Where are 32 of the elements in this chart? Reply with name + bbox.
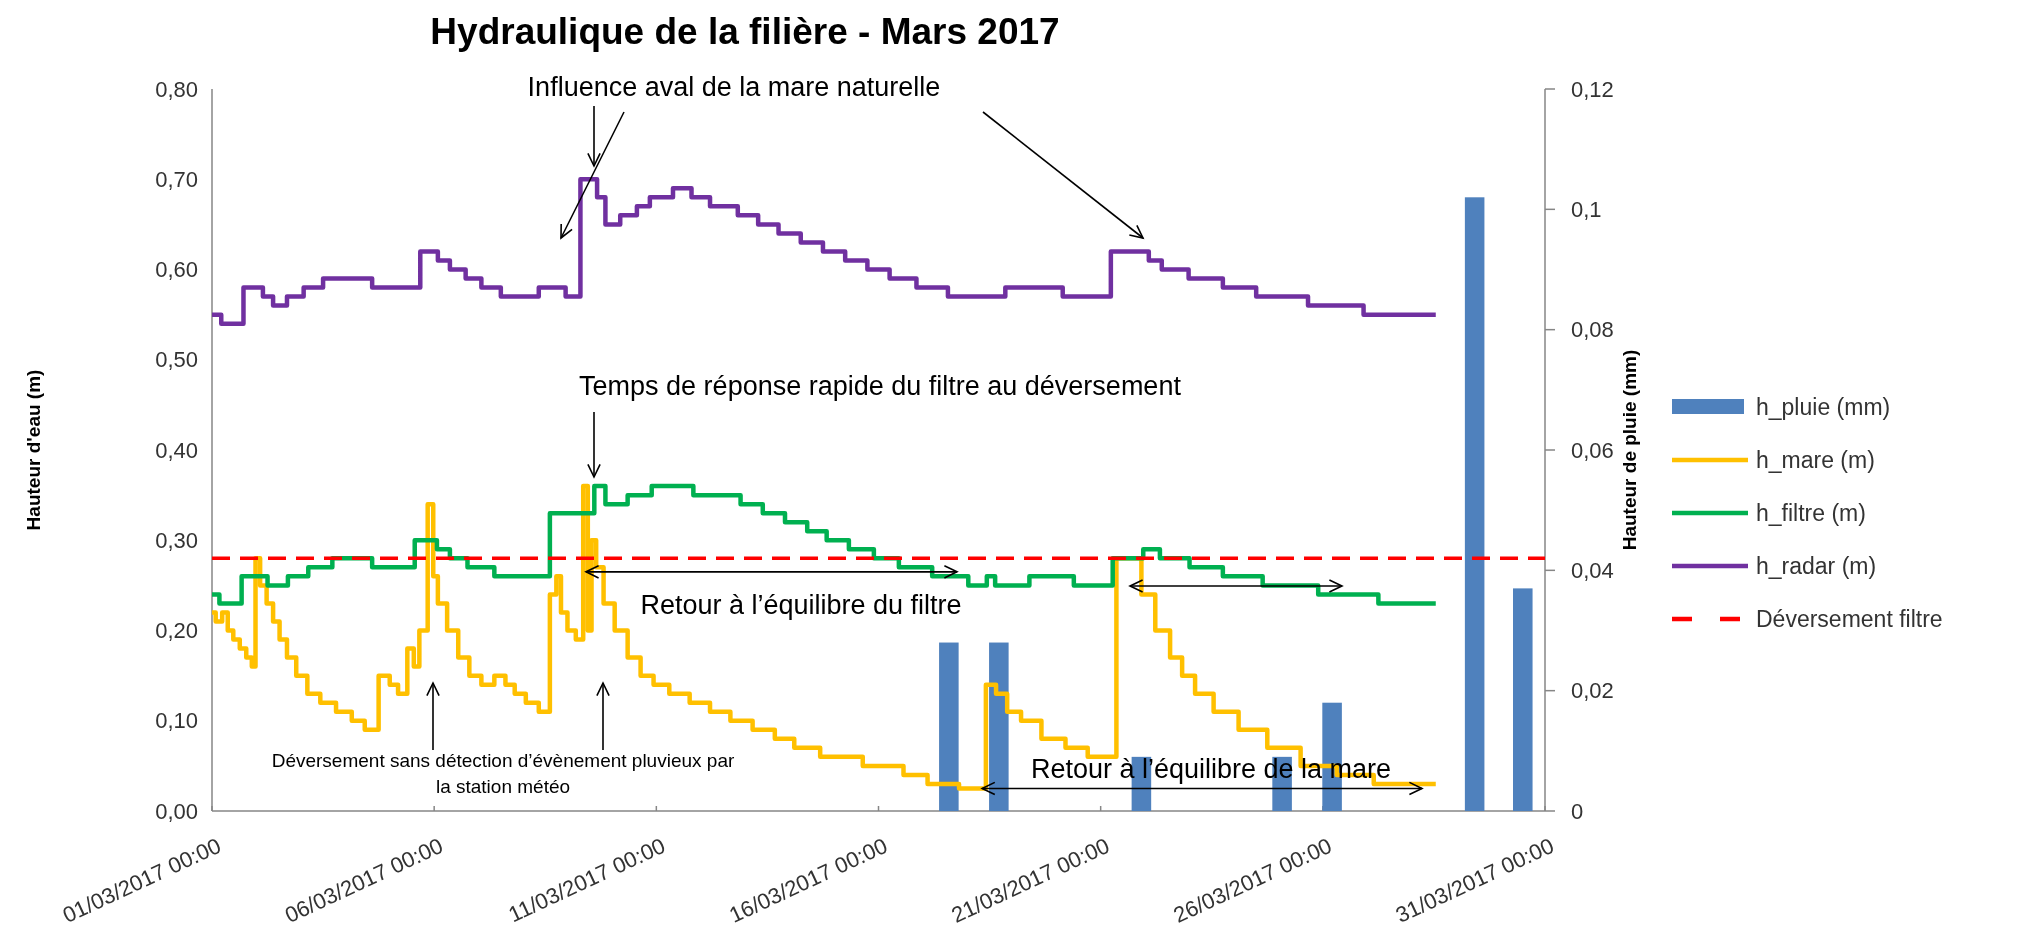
y-tick-label: 0,20 <box>155 618 198 643</box>
annotation: Influence aval de la mare naturelle <box>527 72 941 102</box>
bar <box>1513 588 1533 811</box>
y-tick-label: 0,70 <box>155 166 198 192</box>
y2-tick-label: 0,02 <box>1571 678 1614 704</box>
y2-tick-label: 0,08 <box>1571 317 1614 343</box>
bar <box>1464 197 1485 811</box>
legend-label: h_radar (m) <box>1756 553 1877 580</box>
annotation: Retour à l’équilibre du filtre <box>640 590 962 620</box>
y-tick-label: 0,40 <box>155 437 198 463</box>
y-tick-label: 0,60 <box>155 257 198 282</box>
legend-label: h_pluie (mm) <box>1756 394 1891 421</box>
bar <box>989 642 1009 811</box>
y2-tick-label: 0 <box>1571 798 1584 824</box>
y2-tick-label: 0,06 <box>1571 437 1614 463</box>
y-tick-label: 0,30 <box>155 527 198 553</box>
annotation: Temps de réponse rapide du filtre au déversement <box>579 371 1182 401</box>
y2-tick-label: 0,04 <box>1571 557 1614 583</box>
bar <box>939 642 959 811</box>
chart-title: Hydraulique de la filière - Mars 2017 <box>430 11 1060 52</box>
y2-tick-label: 0,12 <box>1571 76 1614 102</box>
y-tick-label: 0,80 <box>155 76 198 102</box>
legend-label: h_filtre (m) <box>1756 500 1866 527</box>
y-axis-title: Hauteur d'eau (m) <box>23 369 44 531</box>
y2-tick-label: 0,1 <box>1571 196 1602 222</box>
annotation: Déversement sans détection d’évènement pluvieux par la station météo <box>271 750 735 797</box>
y-tick-label: 0,00 <box>155 798 198 824</box>
y-tick-label: 0,10 <box>155 708 198 734</box>
legend-label: Déversement filtre <box>1756 606 1943 633</box>
legend-label: h_mare (m) <box>1756 447 1875 474</box>
y2-axis-title: Hauteur de pluie (mm) <box>1619 349 1640 551</box>
y-tick-label: 0,50 <box>155 347 198 373</box>
